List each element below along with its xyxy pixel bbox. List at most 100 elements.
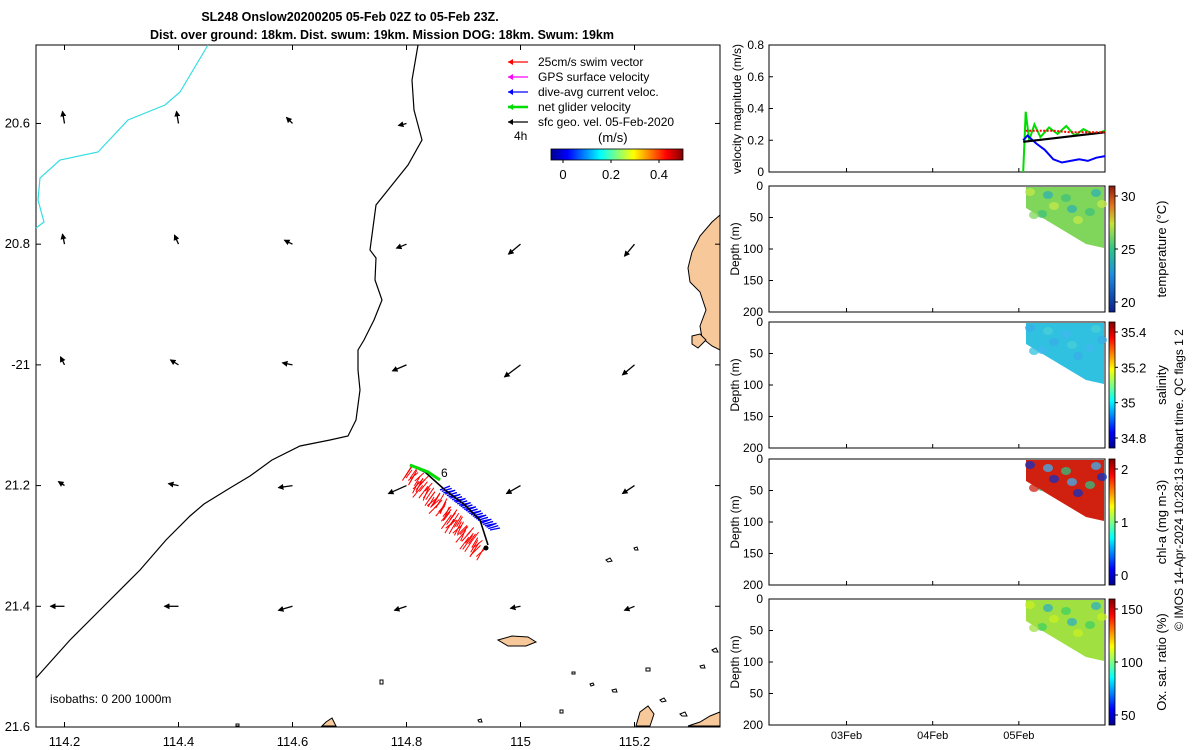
- current-arrow: [277, 483, 293, 490]
- section-panel: 0 50 100 150 200 Depth (m) 35.4 35.2 35 34.8 salin…: [728, 315, 1169, 455]
- current-arrow: [285, 116, 293, 124]
- section-colorbar-tick-label: 1: [1121, 515, 1128, 530]
- section-data-patch: [1079, 197, 1089, 205]
- section-colorbar: [1108, 598, 1116, 726]
- section-colorbar-tick-label: 25: [1121, 242, 1135, 257]
- velocity-ylabel: velocity magnitude (m/s): [730, 44, 744, 174]
- map-y-tick-label: 21.4: [5, 598, 30, 613]
- section-x-tick-label: 05Feb: [1003, 730, 1034, 742]
- map-y-tick-label: 20.8: [5, 236, 30, 251]
- current-arrow: [387, 484, 407, 495]
- section-data-patch: [1043, 191, 1053, 199]
- isobath-black: [35, 44, 423, 679]
- swim-vector: [444, 518, 455, 534]
- net-velocity-segment: [409, 463, 441, 482]
- map-x-tick-label: 115: [510, 734, 531, 749]
- map-axes-frame: [35, 44, 721, 728]
- swim-vector: [476, 546, 486, 561]
- section-data-patch: [1043, 464, 1053, 472]
- section-data-patch: [1073, 489, 1083, 497]
- velocity-panel: 0 0.2 0.4 0.6 0.8 velocity magnitude (m/s): [730, 38, 1106, 179]
- section-data-patch: [1097, 200, 1107, 208]
- colorbar-unit-label: (m/s): [598, 130, 628, 145]
- current-arrow: [169, 359, 179, 366]
- swim-vector: [433, 499, 443, 509]
- swim-vector: [470, 544, 481, 556]
- section-data-patch: [1079, 333, 1089, 341]
- swim-vector: [422, 487, 431, 499]
- section-data-patch: [1025, 601, 1035, 609]
- section-data-patch: [1085, 344, 1095, 352]
- velocity-series: [1022, 111, 1106, 173]
- swim-vector: [415, 477, 424, 493]
- section-data-patch: [1079, 610, 1089, 618]
- swim-vector: [402, 466, 412, 481]
- current-vector: [441, 487, 452, 493]
- section-data-patch: [1055, 349, 1065, 357]
- section-colorbar-tick-label: 30: [1121, 189, 1135, 204]
- section-data-patch: [1037, 346, 1047, 354]
- section-ylabel: Depth (m): [728, 222, 742, 275]
- swim-vector: [442, 506, 452, 517]
- swim-vector: [471, 537, 479, 548]
- map-x-tick-label: 114.2: [49, 734, 81, 749]
- map-x-tick-label: 115.2: [619, 734, 651, 749]
- velocity-y-ticks: 0 0.2 0.4 0.6 0.8: [747, 38, 1020, 179]
- current-arrow: [623, 243, 635, 257]
- section-data-patch: [1031, 199, 1041, 207]
- section-panel: 0 50 100 150 200 Depth (m) 30 25 20 temperature (…: [728, 179, 1169, 319]
- velocity-y-tick-label: 0.4: [747, 102, 764, 116]
- speed-colorbar-ticks: 0 0.2 0.4: [559, 160, 668, 182]
- swim-vector: [472, 531, 479, 541]
- section-y-tick-label: 150: [743, 410, 763, 424]
- section-colorbar: [1108, 185, 1116, 313]
- section-colorbar-tick-label: 35.4: [1121, 325, 1146, 340]
- section-x-tick-label: 03Feb: [831, 730, 862, 742]
- current-vector: [460, 501, 471, 508]
- legend-arrowhead: [508, 59, 513, 65]
- current-arrow: [60, 233, 67, 245]
- section-data-patch: [1067, 618, 1077, 626]
- section-y-tick-label: 100: [743, 378, 763, 392]
- current-arrow: [281, 360, 293, 367]
- isobath-cyan: [35, 44, 209, 229]
- current-arrow: [174, 110, 181, 124]
- section-data-patch: [1091, 325, 1101, 333]
- map-panel: 6 114.2 114.4 114.6 114.8 115 115.2 20.6 20.8 -…: [5, 44, 721, 749]
- swim-vector: [409, 467, 418, 479]
- legend-label: GPS surface velocity: [538, 70, 649, 84]
- section-colorbar-label: chl-a (mg m-3): [1154, 480, 1169, 565]
- current-vector: [439, 485, 451, 491]
- swim-vector: [432, 492, 441, 506]
- section-data-patch: [1049, 615, 1059, 623]
- swim-vector: [456, 525, 468, 536]
- swim-vector: [426, 497, 438, 507]
- current-arrow: [507, 243, 521, 255]
- section-y-tick-label: 100: [743, 515, 763, 529]
- swim-vector: [453, 521, 462, 536]
- colorbar-tick-label: 0.4: [650, 167, 668, 182]
- section-data-patch: [1061, 330, 1071, 338]
- legend-hours-label: 4h: [514, 129, 527, 143]
- velocity-y-tick-label: 0.8: [747, 38, 764, 52]
- section-data-patch: [1031, 612, 1041, 620]
- section-ylabel: Depth (m): [728, 495, 742, 548]
- section-data-patch: [1097, 336, 1107, 344]
- section-data-patch: [1085, 481, 1095, 489]
- current-arrow: [283, 239, 293, 246]
- swim-vector: [427, 496, 435, 508]
- swim-vector: [470, 540, 479, 553]
- current-vector: [446, 491, 458, 497]
- swim-vector: [468, 533, 476, 545]
- swim-vector: [464, 532, 474, 544]
- footer-copyright: © IMOS 14-Apr-2024 10:28:13 Hobart time.…: [1172, 329, 1186, 631]
- section-y-tick-label: 100: [743, 655, 763, 669]
- swim-vector: [430, 499, 440, 508]
- section-colorbar-tick-label: 35.2: [1121, 360, 1146, 375]
- section-y-tick-label: 50: [750, 347, 764, 361]
- section-data-patch: [1049, 475, 1059, 483]
- swim-vector: [445, 519, 456, 529]
- current-arrow: [395, 243, 407, 250]
- current-vector: [486, 522, 497, 528]
